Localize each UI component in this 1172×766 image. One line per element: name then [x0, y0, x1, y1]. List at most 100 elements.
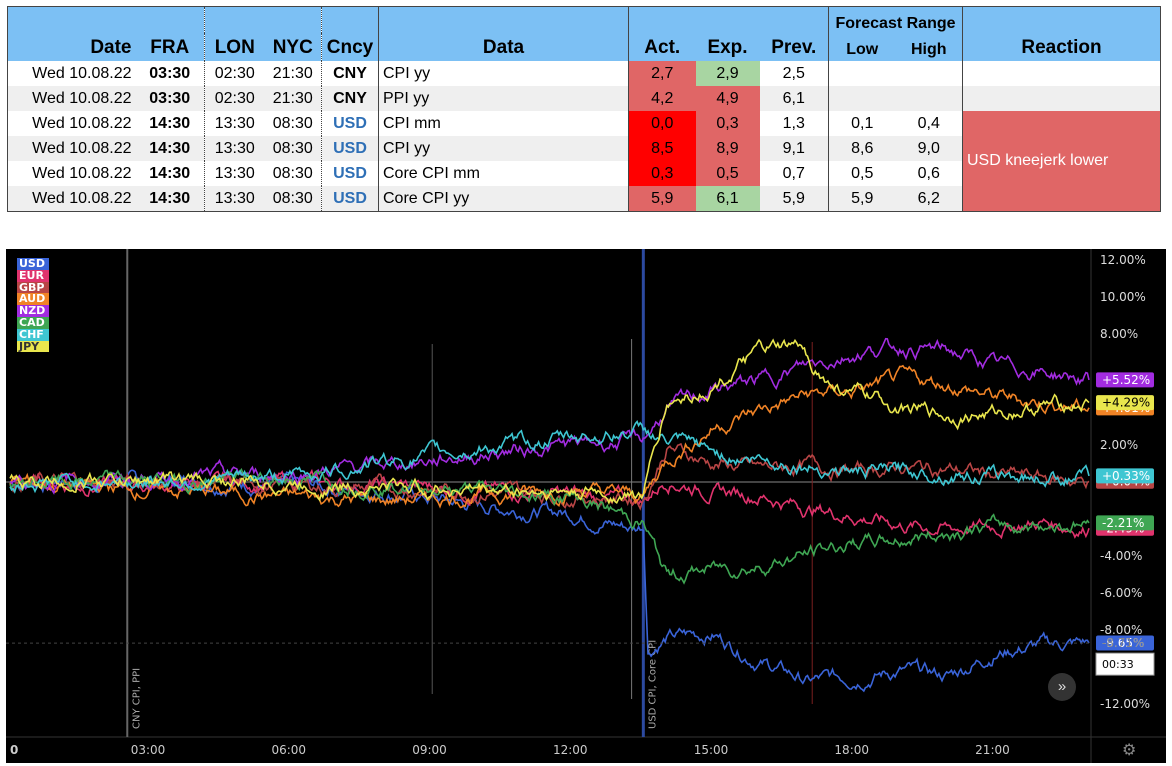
- double-chevron-right-icon[interactable]: »: [1048, 673, 1076, 701]
- cell-high: 9,0: [895, 136, 963, 161]
- x-tick-label: 18:00: [834, 743, 869, 757]
- header-forecast-range: Forecast Range: [828, 6, 963, 33]
- cell-prev: 0,7: [782, 164, 805, 182]
- end-label-box-nzd: [1096, 372, 1154, 388]
- cell-date: Wed 10.08.22: [7, 86, 136, 111]
- legend-item-nzd: NZD: [17, 305, 49, 317]
- x-tick-label: 09:00: [412, 743, 447, 757]
- y-tick-label: 8.00%: [1100, 327, 1138, 341]
- end-label-jpy: +4.29%: [1102, 396, 1150, 410]
- cell-exp: 0,5: [695, 161, 760, 186]
- legend-item-jpy: JPY: [17, 340, 49, 353]
- x-tick-label: 0: [10, 743, 18, 757]
- cell-lon: 13:30: [204, 186, 265, 212]
- cell-data: PPI yy: [378, 86, 629, 111]
- cell-data: Core CPI mm: [378, 161, 629, 186]
- end-label-usd: -9.65%: [1102, 636, 1144, 650]
- table-row: Wed 10.08.22 14:30 13:30 08:30 USD CPI y…: [7, 136, 1161, 161]
- cell-low: [828, 61, 896, 86]
- gear-icon: ⚙: [1122, 740, 1136, 759]
- cell-low: 8,6: [828, 136, 896, 161]
- cell-nyc: 08:30: [264, 136, 322, 161]
- event-line-label: USD CPI, Core CPI: [647, 640, 658, 729]
- cell-prev: 1,3: [782, 114, 805, 132]
- end-label-box-chf: [1096, 468, 1154, 484]
- cell-prev: 6,1: [759, 86, 829, 111]
- time-label: 00:33: [1102, 658, 1134, 671]
- cell-fra: 14:30: [135, 186, 205, 212]
- series-line-jpy: [9, 338, 1090, 506]
- cell-low: 0,1: [828, 111, 896, 136]
- series-line-aud: [9, 364, 1090, 509]
- x-tick-label: 12:00: [553, 743, 588, 757]
- crosshair-value-label: -8.71%: [1102, 636, 1144, 650]
- cell-high: 6,2: [895, 186, 963, 212]
- legend-item-gbp: GBP: [17, 281, 49, 294]
- header-prev: Prev.: [759, 6, 829, 61]
- reaction-cell: USD kneejerk lower: [962, 111, 1161, 212]
- cell-cncy: USD: [321, 136, 379, 161]
- cell-act: 0,0: [628, 111, 696, 136]
- end-label-cad: -2.21%: [1102, 516, 1144, 530]
- series-line-usd: [9, 469, 1090, 693]
- table-row: Wed 10.08.22 14:30 13:30 08:30 USD Core …: [8, 161, 1161, 186]
- header-cncy: Cncy: [321, 6, 379, 61]
- cell-cncy: CNY: [321, 61, 379, 86]
- header-date: Date: [7, 6, 136, 61]
- end-label-box-usd: [1096, 635, 1154, 651]
- legend-item-eur: EUR: [17, 269, 49, 282]
- cell-nyc: 08:30: [272, 114, 313, 132]
- cell-cncy: USD: [321, 186, 379, 212]
- cell-date: Wed 10.08.22: [32, 164, 132, 182]
- end-label-box-cad: [1096, 515, 1154, 531]
- legend-item-cad: CAD: [17, 317, 49, 329]
- y-tick-label: -4.00%: [1100, 549, 1142, 563]
- event-line-label: CNY CPI, PPI: [131, 668, 142, 729]
- cell-lon: 02:30: [204, 86, 265, 111]
- cell-data: CPI mm: [378, 111, 629, 136]
- table-row: Wed 10.08.22 03:30 02:30 21:30 CNY CPI y…: [8, 61, 1161, 86]
- cell-high: 0,6: [917, 164, 940, 182]
- cell-exp: 0,3: [695, 111, 760, 136]
- cell-fra: 03:30: [135, 86, 205, 111]
- chart-legend: USD EUR GBP AUD NZD CAD CHF JPY: [17, 258, 49, 353]
- legend-item-chf: CHF: [17, 328, 49, 341]
- cell-fra: 03:30: [149, 64, 191, 82]
- chart-svg: 12.00% 10.00% 8.00% 2.00% -4.00% -6.00% -8.00%…: [6, 249, 1166, 763]
- cell-fra: 14:30: [149, 114, 191, 132]
- cell-reaction: [962, 86, 1161, 111]
- cell-high: [895, 86, 963, 111]
- cell-cncy: USD: [321, 111, 379, 136]
- cell-exp: 6,1: [695, 186, 760, 212]
- series-line-nzd: [9, 337, 1090, 495]
- y-tick-label: 2.00%: [1100, 438, 1138, 452]
- cell-fra: 14:30: [149, 164, 191, 182]
- cell-data: CPI yy: [378, 61, 629, 86]
- cell-act: 2,7: [628, 61, 696, 86]
- cell-act: 4,2: [628, 86, 696, 111]
- table-row: Wed 10.08.22 14:30 13:30 08:30 USD Core …: [7, 186, 1161, 212]
- header-lon: LON: [204, 6, 265, 61]
- legend-item-usd: USD: [17, 258, 49, 270]
- cell-act: 5,9: [628, 186, 696, 212]
- cell-lon: 13:30: [204, 111, 265, 136]
- cell-nyc: 08:30: [264, 186, 322, 212]
- cell-low: [828, 86, 896, 111]
- cell-cncy: CNY: [321, 86, 379, 111]
- cell-prev: 5,9: [759, 186, 829, 212]
- header-high: High: [895, 33, 963, 61]
- fx-performance-chart: 12.00% 10.00% 8.00% 2.00% -4.00% -6.00% -8.00%…: [6, 249, 1166, 763]
- cell-high: [896, 61, 963, 86]
- x-tick-label: 21:00: [975, 743, 1010, 757]
- y-tick-label: -6.00%: [1100, 586, 1142, 600]
- cell-lon: 13:30: [204, 161, 265, 186]
- cell-nyc: 21:30: [272, 64, 313, 82]
- header-reaction: Reaction: [962, 6, 1161, 61]
- cell-cncy: USD: [321, 161, 379, 186]
- cell-date: Wed 10.08.22: [32, 114, 132, 132]
- cell-act: 8,5: [628, 136, 696, 161]
- x-tick-label: 03:00: [131, 743, 166, 757]
- table-row: Wed 10.08.22 14:30 13:30 08:30 USD CPI m…: [8, 111, 1161, 212]
- cell-data: Core CPI yy: [378, 186, 629, 212]
- header-act: Act.: [628, 6, 696, 61]
